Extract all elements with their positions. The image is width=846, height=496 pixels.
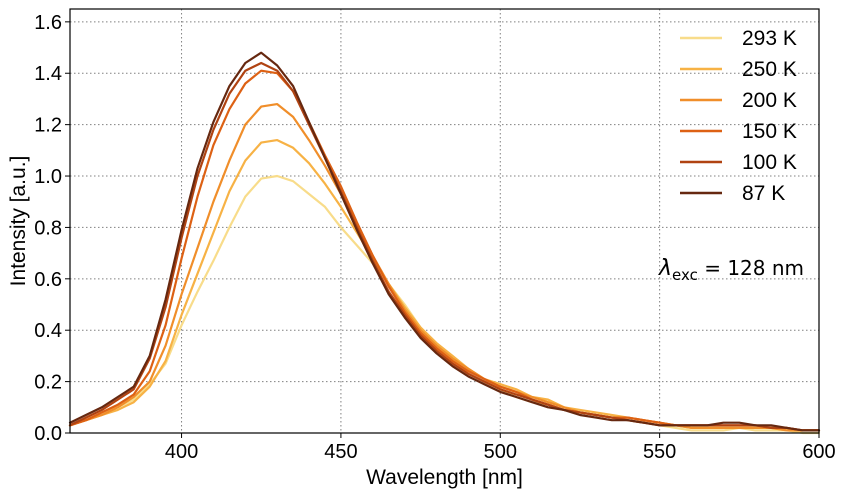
legend-label: 200 K — [742, 89, 797, 112]
series-line — [68, 61, 821, 432]
y-tick-label: 0.0 — [34, 423, 62, 445]
legend-label: 87 K — [742, 182, 785, 205]
series-line — [68, 139, 821, 432]
x-tick-label: 450 — [324, 441, 357, 463]
x-tick-label: 550 — [643, 441, 676, 463]
series-line — [68, 51, 821, 432]
excitation-annotation: λexc = 128 nm — [658, 256, 804, 284]
y-tick-label: 1.2 — [34, 115, 62, 137]
legend-label: 100 K — [742, 151, 797, 174]
y-tick-label: 1.0 — [34, 166, 62, 188]
x-axis-label: Wavelength [nm] — [366, 466, 523, 489]
x-tick-label: 500 — [484, 441, 517, 463]
y-axis-ticks: 0.0 0.2 0.4 0.6 0.8 1.0 1.2 1.4 1.6 — [34, 12, 70, 445]
plot-frame — [69, 8, 820, 434]
series-lines — [68, 51, 821, 435]
y-tick-label: 1.6 — [34, 12, 62, 34]
y-tick-label: 0.6 — [34, 269, 62, 291]
annotation-subscript: exc — [672, 266, 698, 284]
annotation-value: = 128 nm — [698, 256, 804, 280]
series-line — [68, 174, 821, 435]
grid-lines — [70, 9, 820, 434]
y-tick-label: 0.8 — [34, 217, 62, 239]
y-tick-label: 0.4 — [34, 320, 62, 342]
y-axis-label: Intensity [a.u.] — [7, 156, 30, 287]
legend-label: 150 K — [742, 120, 797, 143]
series-line — [68, 102, 821, 432]
annotation-symbol: λ — [658, 256, 672, 281]
legend: 293 K 250 K 200 K 150 K 100 K 87 K — [680, 27, 797, 205]
x-tick-label: 600 — [802, 441, 835, 463]
x-tick-label: 400 — [165, 441, 198, 463]
y-tick-label: 1.4 — [34, 63, 62, 85]
legend-label: 250 K — [742, 58, 797, 81]
y-tick-label: 0.2 — [34, 372, 62, 394]
legend-label: 293 K — [742, 27, 797, 50]
x-axis-ticks: 400 450 500 550 600 — [165, 433, 836, 463]
